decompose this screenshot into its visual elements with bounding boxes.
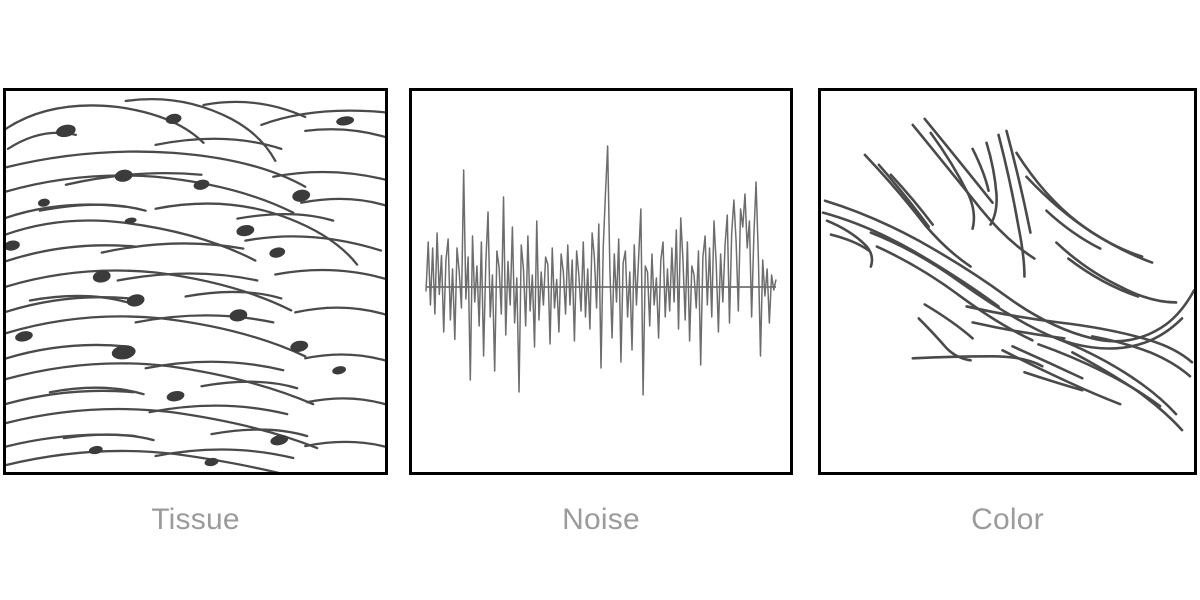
- branching-fiber-illustration: [821, 117, 1194, 432]
- caption-color: Color: [971, 503, 1044, 536]
- caption-noise: Noise: [562, 503, 640, 536]
- cell-nuclei: [6, 113, 355, 467]
- noise-trace: [425, 145, 777, 396]
- panel-tissue[interactable]: [3, 88, 388, 475]
- noise-waveform-chart: [425, 145, 777, 396]
- panel-color[interactable]: [818, 88, 1197, 475]
- caption-tissue: Tissue: [151, 503, 240, 536]
- panel-noise[interactable]: [409, 88, 793, 475]
- tissue-illustration: [6, 97, 385, 472]
